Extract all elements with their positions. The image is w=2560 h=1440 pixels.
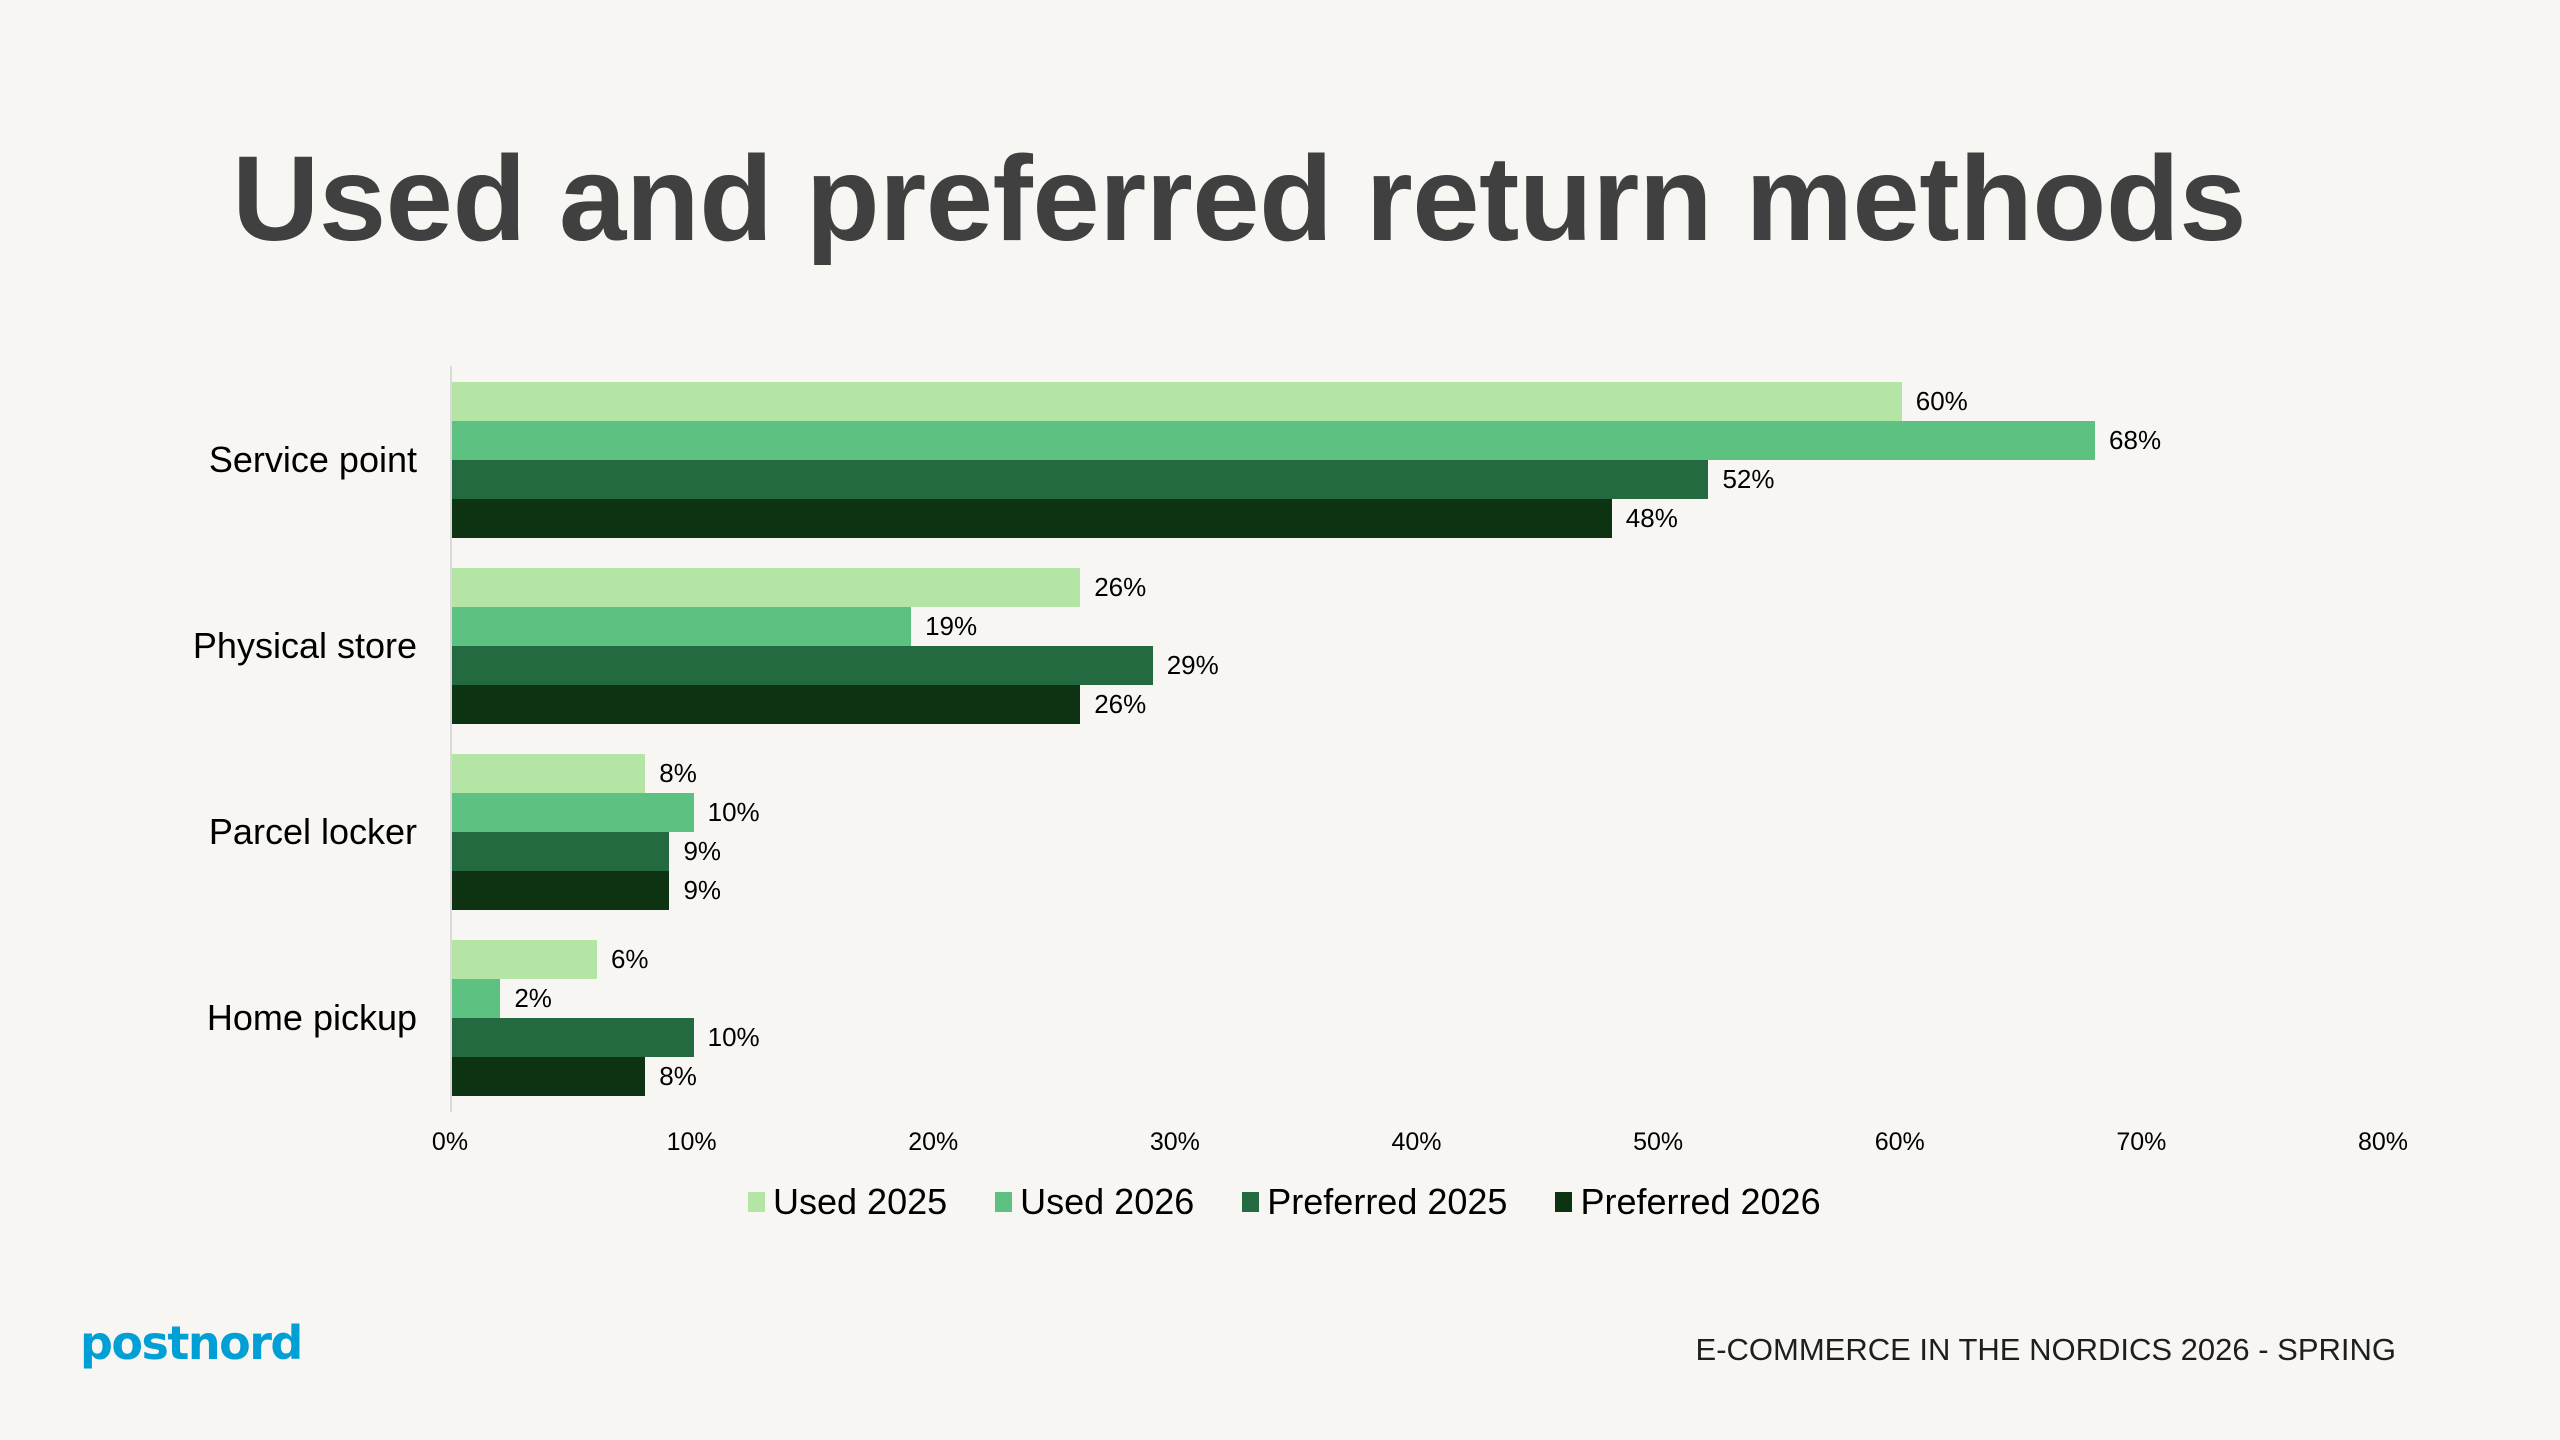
- bar-row: 6%: [452, 940, 2383, 979]
- bar-value-label: 2%: [514, 983, 552, 1013]
- y-axis-line: [450, 366, 452, 1112]
- category-label: Service point: [208, 439, 417, 480]
- bar-row: 29%: [452, 646, 2383, 685]
- category-label: Physical store: [192, 625, 417, 666]
- bar: [452, 568, 1081, 607]
- x-axis-tick-label: 70%: [2116, 1128, 2167, 1156]
- bar: [452, 499, 1612, 538]
- bar-row: 8%: [452, 1057, 2383, 1096]
- x-axis-tick-label: 0%: [431, 1128, 469, 1156]
- bar-value-label: 68%: [2109, 425, 2162, 455]
- legend-swatch-icon: [1242, 1192, 1260, 1212]
- slide-title: Used and preferred return methods: [232, 130, 2247, 266]
- bar-chart: 60% 68% 52% 48% 26% 19% 29% 26% 8% 10% 9% 9% 6% 2% 10%…: [450, 366, 2383, 1112]
- bar: [452, 979, 501, 1018]
- legend-label: Preferred 2025: [1267, 1181, 1508, 1222]
- bar-value-label: 29%: [1166, 650, 1219, 680]
- bar: [452, 421, 2096, 460]
- postnord-logo: postnord: [80, 1316, 303, 1370]
- x-axis-tick-label: 50%: [1633, 1128, 1684, 1156]
- bar: [452, 382, 1902, 421]
- bar: [452, 646, 1153, 685]
- bar: [452, 940, 597, 979]
- bar-value-label: 8%: [659, 758, 697, 788]
- bar-group: 60% 68% 52% 48%: [452, 382, 2383, 538]
- bar-row: 2%: [452, 979, 2383, 1018]
- bar-row: 9%: [452, 832, 2383, 871]
- bar: [452, 1057, 646, 1096]
- legend-swatch-icon: [748, 1192, 765, 1212]
- bar-value-label: 19%: [925, 611, 978, 641]
- bar-row: 68%: [452, 421, 2383, 460]
- x-axis-tick-label: 20%: [908, 1128, 959, 1156]
- bar-group: 26% 19% 29% 26%: [452, 568, 2383, 724]
- legend-item: Used 2026: [995, 1181, 1194, 1223]
- bar-value-label: 10%: [707, 1022, 760, 1052]
- bar-row: 10%: [452, 793, 2383, 832]
- bar-value-label: 8%: [659, 1061, 697, 1091]
- bar-group: 8% 10% 9% 9%: [452, 754, 2383, 910]
- category-label: Parcel locker: [208, 811, 417, 852]
- bar-row: 60%: [452, 382, 2383, 421]
- bar: [452, 871, 670, 910]
- bar-row: 52%: [452, 460, 2383, 499]
- legend-label: Used 2025: [773, 1181, 948, 1222]
- x-axis-tick-label: 60%: [1874, 1128, 1925, 1156]
- bar-value-label: 10%: [707, 797, 760, 827]
- bar-value-label: 9%: [683, 875, 722, 905]
- bar: [452, 607, 912, 646]
- bar-group: 6% 2% 10% 8%: [452, 940, 2383, 1096]
- bar: [452, 754, 646, 793]
- bar-value-label: 60%: [1915, 386, 1968, 416]
- legend-item: Preferred 2025: [1242, 1181, 1507, 1223]
- legend-label: Used 2026: [1020, 1181, 1195, 1222]
- legend-swatch-icon: [1555, 1192, 1573, 1212]
- bar-value-label: 52%: [1722, 464, 1775, 494]
- bar: [452, 685, 1081, 724]
- bar: [452, 832, 670, 871]
- bar: [452, 1018, 694, 1057]
- bar-value-label: 26%: [1094, 572, 1147, 602]
- bar-value-label: 6%: [610, 944, 649, 974]
- bar-value-label: 48%: [1625, 503, 1678, 533]
- bar: [452, 793, 694, 832]
- bar-row: 9%: [452, 871, 2383, 910]
- x-axis-tick-label: 80%: [2357, 1128, 2409, 1156]
- footer-text: E-COMMERCE IN THE NORDICS 2026 - SPRING: [1695, 1332, 2396, 1367]
- x-axis-tick-label: 30%: [1149, 1128, 1200, 1156]
- bar-row: 26%: [452, 568, 2383, 607]
- bar-row: 10%: [452, 1018, 2383, 1057]
- bar-row: 8%: [452, 754, 2383, 793]
- bar-value-label: 26%: [1094, 689, 1147, 719]
- bar-row: 26%: [452, 685, 2383, 724]
- bar-row: 48%: [452, 499, 2383, 538]
- x-axis-tick-label: 40%: [1391, 1128, 1442, 1156]
- legend-item: Preferred 2026: [1555, 1181, 1821, 1223]
- bar-value-label: 9%: [683, 836, 722, 866]
- chart-legend: Used 2025 Used 2026 Preferred 2025 Preferre…: [748, 1181, 1821, 1223]
- category-label: Home pickup: [206, 997, 417, 1038]
- bar-row: 19%: [452, 607, 2383, 646]
- legend-swatch-icon: [995, 1192, 1013, 1212]
- legend-label: Preferred 2026: [1580, 1181, 1821, 1222]
- legend-item: Used 2025: [748, 1181, 947, 1223]
- bar: [452, 460, 1709, 499]
- x-axis-tick-label: 10%: [666, 1128, 717, 1156]
